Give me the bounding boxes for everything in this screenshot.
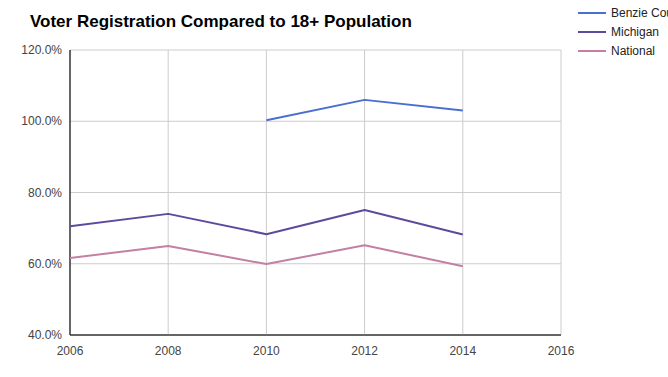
legend-label: National — [611, 44, 655, 58]
chart: Voter Registration Compared to 18+ Popul… — [0, 0, 668, 377]
x-grid-line — [168, 50, 169, 335]
x-grid-line — [561, 50, 562, 335]
y-tick-label: 60.0% — [28, 257, 62, 271]
x-grid-line — [70, 50, 71, 335]
y-grid-line — [70, 335, 561, 336]
y-grid-line — [70, 121, 561, 122]
y-tick-label: 120.0% — [21, 43, 62, 57]
x-axis — [70, 335, 561, 336]
x-grid-line — [266, 50, 267, 335]
x-tick-label: 2012 — [351, 344, 378, 358]
x-grid-line — [462, 50, 463, 335]
x-tick-label: 2010 — [253, 344, 280, 358]
y-grid-line — [70, 192, 561, 193]
y-grid-line — [70, 263, 561, 264]
x-tick-label: 2014 — [449, 344, 476, 358]
title: Voter Registration Compared to 18+ Popul… — [30, 12, 412, 31]
legend-swatch — [578, 50, 606, 52]
legend-swatch — [578, 31, 606, 33]
x-grid-line — [364, 50, 365, 335]
series-line — [70, 245, 463, 266]
series-lines — [70, 100, 463, 266]
legend: Benzie County Michigan National — [578, 6, 668, 58]
series-line — [70, 210, 463, 235]
legend-swatch — [578, 12, 606, 14]
y-tick-label: 40.0% — [28, 328, 62, 342]
y-tick-label: 100.0% — [21, 114, 62, 128]
grid — [70, 50, 561, 335]
legend-label: Michigan — [611, 25, 659, 39]
series-line — [266, 100, 462, 120]
y-tick-label: 80.0% — [28, 186, 62, 200]
x-tick-label: 2008 — [155, 344, 182, 358]
y-axis — [70, 50, 71, 335]
y-grid-line — [70, 50, 561, 51]
x-tick-label: 2006 — [57, 344, 84, 358]
legend-label: Benzie County — [611, 6, 668, 20]
x-tick-label: 2016 — [548, 344, 575, 358]
